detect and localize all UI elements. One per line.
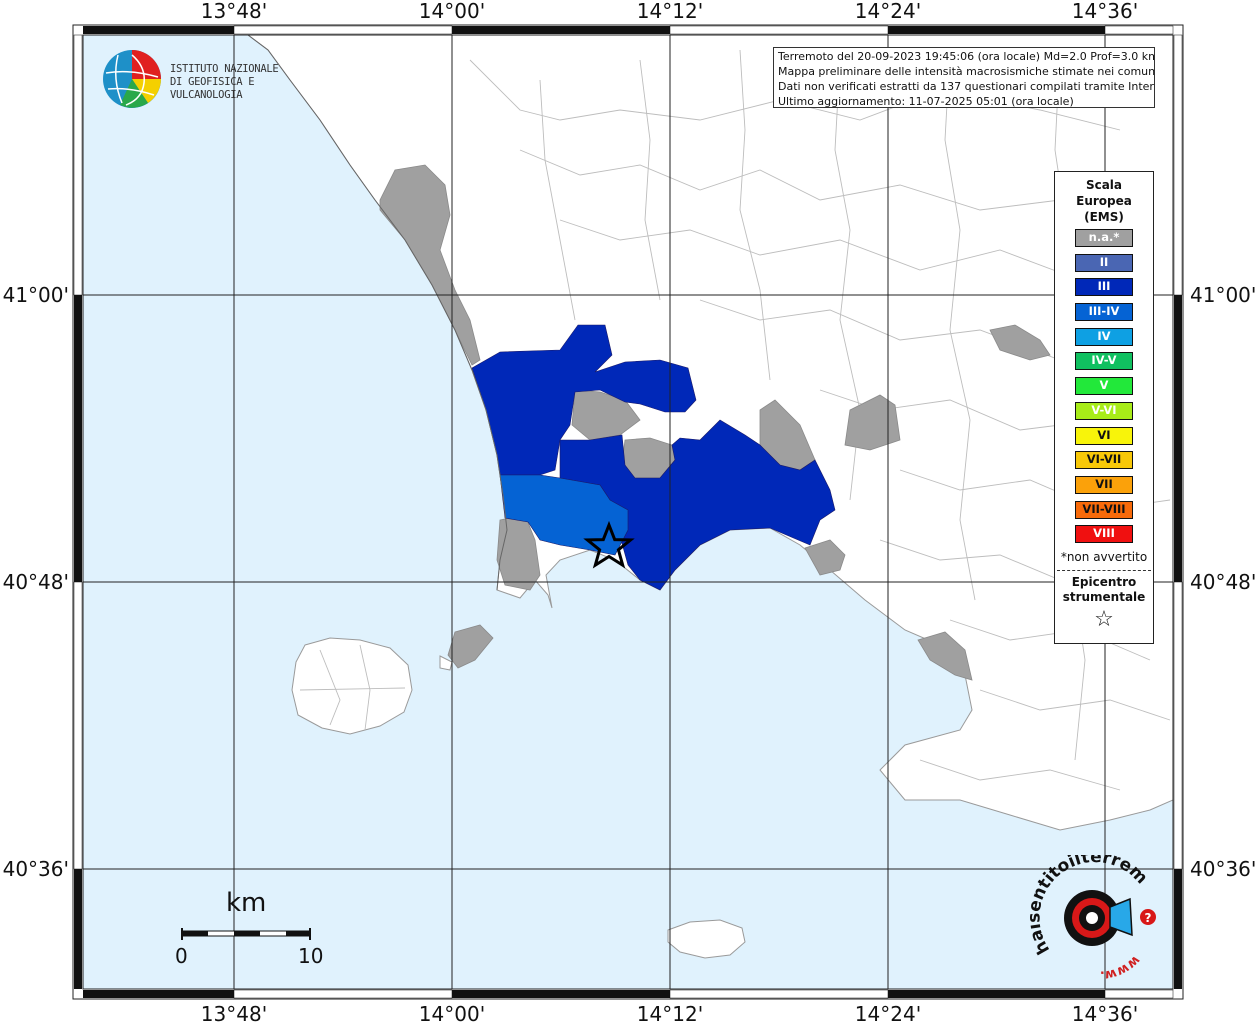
lat-labels-right: 41°00' 40°48' 40°36' <box>1190 283 1256 881</box>
ingv-logo: ISTITUTO NAZIONALE DI GEOFISICA E VULCAN… <box>100 47 320 111</box>
legend-item: IV <box>1075 327 1133 346</box>
legend-item: III-IV <box>1075 303 1133 322</box>
epicentre-star-icon <box>583 520 635 569</box>
map-frame <box>72 24 1184 1000</box>
lon-label: 14°12' <box>637 1002 703 1024</box>
lat-label: 41°00' <box>3 283 69 307</box>
legend-item: VI <box>1075 426 1133 445</box>
legend-item: V-VI <box>1075 401 1133 420</box>
lon-labels-top: 13°48' 14°00' 14°12' 14°24' 14°36' <box>201 0 1138 23</box>
legend-item: VI-VII <box>1075 451 1133 470</box>
legend-item: VII <box>1075 475 1133 494</box>
lon-label: 14°12' <box>637 0 703 23</box>
lat-label: 41°00' <box>1190 283 1256 307</box>
graticule <box>83 35 1173 989</box>
scale-unit: km <box>226 888 267 918</box>
not-felt-areas <box>379 164 1051 681</box>
legend-item: II <box>1075 253 1133 272</box>
event-info-box: Terremoto del 20-09-2023 19:45:06 (ora l… <box>773 47 1155 108</box>
lon-labels-bottom: 13°48' 14°00' 14°12' 14°24' 14°36' <box>201 1002 1138 1024</box>
lat-label: 40°36' <box>3 857 69 881</box>
legend-item: IV-V <box>1075 352 1133 371</box>
event-summary: Terremoto del 20-09-2023 19:45:06 (ora l… <box>778 50 1155 63</box>
haisentito-logo: haisentitoilterremoto.it www. ? <box>1024 840 1170 985</box>
svg-text:?: ? <box>1145 911 1152 925</box>
scale-start: 0 <box>175 944 188 968</box>
intensity-iii-area <box>559 419 836 591</box>
ingv-globe-icon <box>103 50 161 108</box>
legend-items: n.a.* II III III-IV IV IV-V V V-VI VI VI-VII VII VI… <box>1055 229 1153 544</box>
target-icon <box>1064 890 1133 946</box>
lat-label: 40°48' <box>1190 570 1256 594</box>
lon-label: 14°24' <box>855 1002 921 1024</box>
island-ischia <box>291 637 413 735</box>
legend-item: III <box>1075 278 1133 297</box>
haisentito-prefix: www. <box>1100 952 1143 982</box>
legend-item: VII-VIII <box>1075 500 1133 519</box>
legend-star-icon: ☆ <box>1094 606 1114 632</box>
ingv-name-line1: ISTITUTO NAZIONALE <box>170 63 279 75</box>
lon-label: 14°36' <box>1072 0 1138 23</box>
intensity-iii-iv-area <box>499 474 629 556</box>
last-update: Ultimo aggiornamento: 11-07-2025 05:01 (… <box>778 95 1074 108</box>
map-description: Mappa preliminare delle intensità macros… <box>778 65 1155 78</box>
intensity-legend: Scala Europea (EMS) n.a.* II III III-IV IV IV… <box>1054 171 1154 644</box>
legend-title: Scala Europea (EMS) <box>1076 178 1132 224</box>
island-procida <box>439 655 453 671</box>
lat-label: 40°36' <box>1190 857 1256 881</box>
question-icon: ? <box>1140 909 1156 925</box>
legend-note: *non avvertito <box>1060 549 1148 564</box>
legend-item: n.a.* <box>1075 229 1133 247</box>
lon-label: 14°00' <box>419 1002 485 1024</box>
scale-bar <box>181 928 311 940</box>
legend-divider <box>1057 569 1151 571</box>
scale-end: 10 <box>298 944 324 968</box>
coastline <box>247 35 508 591</box>
lon-label: 13°48' <box>201 0 267 23</box>
lon-label: 14°36' <box>1072 1002 1138 1024</box>
data-source: Dati non verificati estratti da 137 ques… <box>778 80 1155 93</box>
ingv-name-line2: DI GEOFISICA E VULCANOLOGIA <box>170 76 255 101</box>
lon-label: 13°48' <box>201 1002 267 1024</box>
lat-label: 40°48' <box>3 570 69 594</box>
lon-label: 14°00' <box>419 0 485 23</box>
island-capri <box>667 919 746 959</box>
lat-labels-left: 41°00' 40°48' 40°36' <box>3 283 69 881</box>
legend-item: VIII <box>1075 525 1133 544</box>
legend-item: V <box>1075 377 1133 396</box>
lon-label: 14°24' <box>855 0 921 23</box>
legend-epicentre-label: Epicentro strumentale <box>1062 574 1146 604</box>
